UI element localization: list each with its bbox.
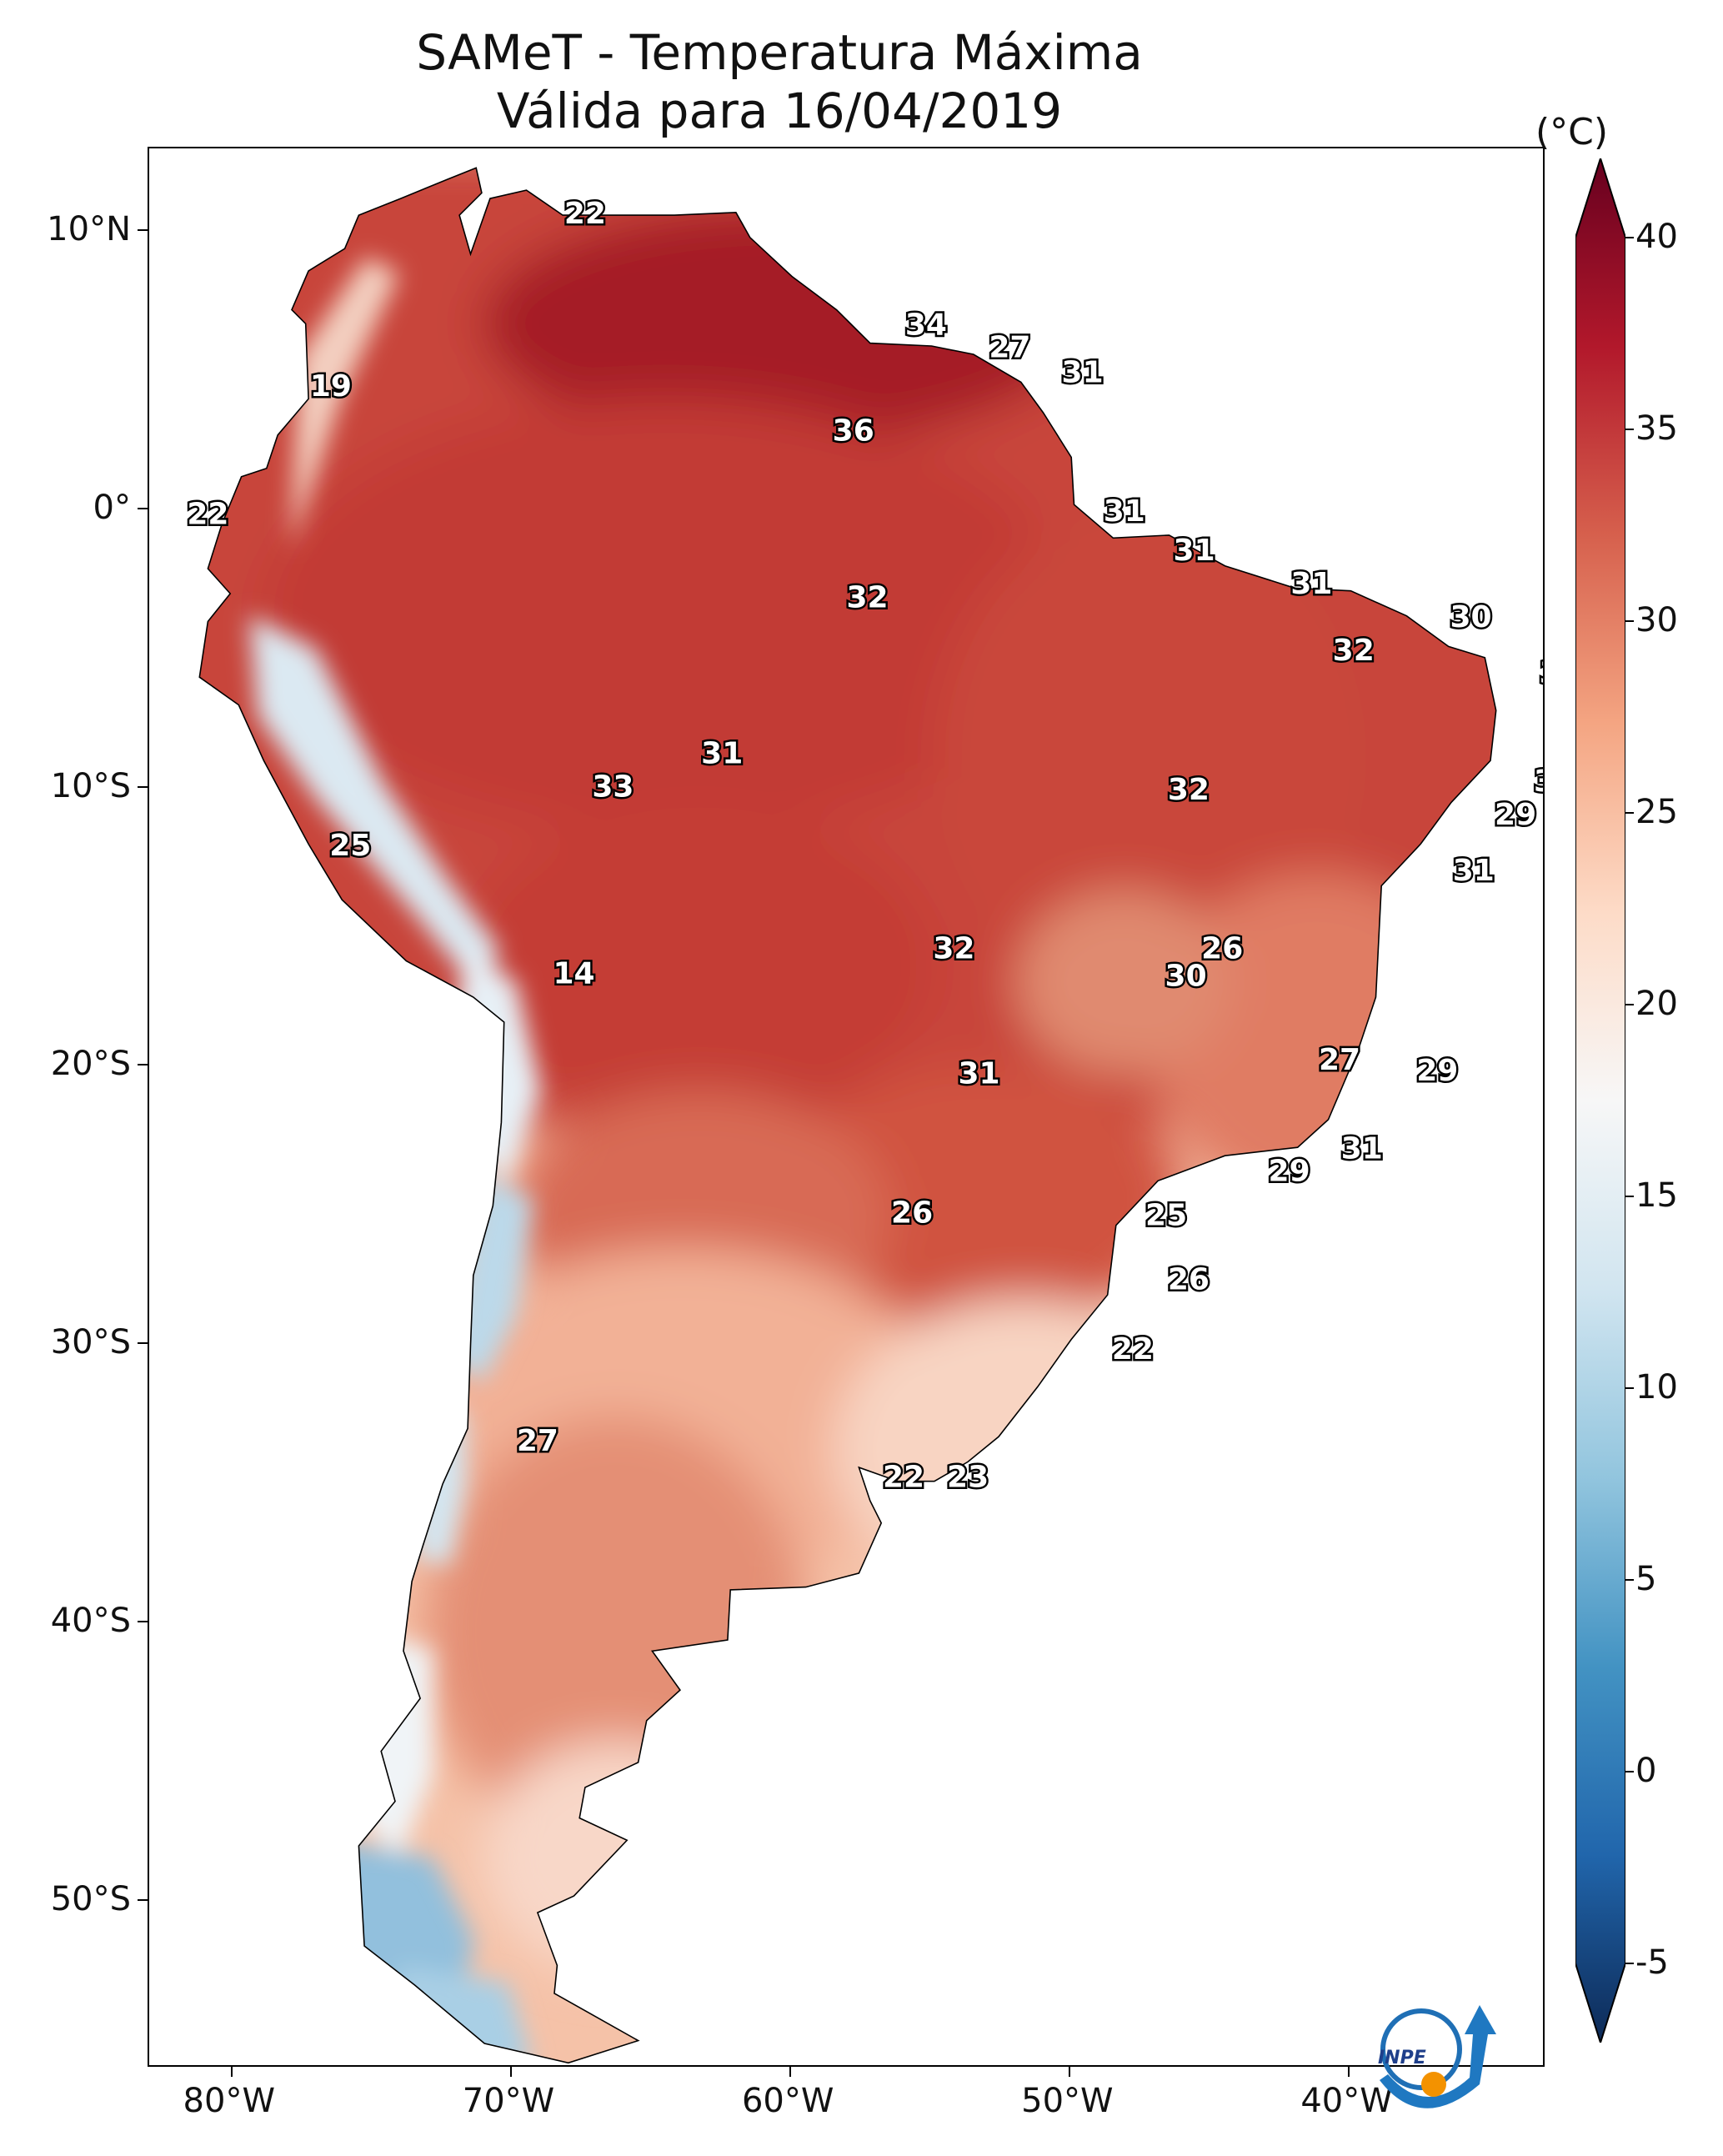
temperature-label: 29 bbox=[1269, 1154, 1310, 1188]
colorbar-tick-mark bbox=[1625, 237, 1634, 238]
temperature-label: 31 bbox=[1341, 1132, 1383, 1166]
temperature-label: 32 bbox=[846, 581, 888, 615]
coastline bbox=[198, 167, 1497, 2064]
temperature-label: 23 bbox=[947, 1460, 989, 1494]
colorbar-tick-label: 30 bbox=[1635, 601, 1678, 639]
map-frame: 2234273119362231313132303231323231333232… bbox=[148, 147, 1545, 2067]
x-tick-label: 50°W bbox=[1021, 2082, 1114, 2120]
temperature-label: 31 bbox=[1540, 656, 1545, 690]
x-tick-label: 70°W bbox=[462, 2082, 555, 2120]
y-tick-label: 50°S bbox=[50, 1879, 131, 1918]
inpe-logo-text: INPE bbox=[1378, 2048, 1426, 2068]
temperature-label: 14 bbox=[553, 956, 594, 990]
colorbar-tick-label: 35 bbox=[1635, 409, 1678, 448]
temperature-label: 22 bbox=[187, 498, 228, 532]
colorbar-tick-label: 10 bbox=[1635, 1368, 1678, 1406]
temperature-map: 2234273119362231313132303231323231333232… bbox=[185, 167, 1545, 2064]
colorbar-tick-mark bbox=[1625, 1004, 1634, 1005]
colorbar bbox=[1575, 158, 1625, 2043]
colorbar-tick-label: 5 bbox=[1635, 1560, 1657, 1598]
x-tick-mark bbox=[789, 2067, 791, 2077]
x-tick-label: 80°W bbox=[183, 2082, 275, 2120]
y-tick-mark bbox=[138, 1064, 148, 1066]
colorbar-tick-mark bbox=[1625, 1963, 1634, 1964]
temperature-label: 33 bbox=[592, 770, 634, 805]
temperature-label: 31 bbox=[958, 1056, 999, 1091]
temperature-label: 26 bbox=[891, 1196, 933, 1230]
colorbar-tick-label: -5 bbox=[1635, 1943, 1669, 1982]
temperature-label: 32 bbox=[933, 931, 974, 965]
temperature-label: 36 bbox=[833, 414, 874, 448]
colorbar-tick-label: 40 bbox=[1635, 218, 1678, 256]
temperature-label: 32 bbox=[1534, 765, 1545, 799]
colorbar-tick-label: 0 bbox=[1635, 1752, 1657, 1790]
y-tick-mark bbox=[138, 1620, 148, 1622]
colorbar-tick-mark bbox=[1625, 429, 1634, 430]
x-tick-label: 40°W bbox=[1300, 2082, 1393, 2120]
x-tick-mark bbox=[509, 2067, 512, 2077]
colorbar-tick-mark bbox=[1625, 812, 1634, 814]
colorbar-tick-label: 20 bbox=[1635, 985, 1678, 1023]
temperature-label: 31 bbox=[1290, 567, 1332, 601]
temperature-label: 25 bbox=[329, 829, 371, 863]
colorbar-tick-label: 25 bbox=[1635, 793, 1678, 831]
temperature-label: 29 bbox=[1416, 1054, 1458, 1088]
temperature-label: 31 bbox=[1174, 534, 1215, 568]
y-tick-mark bbox=[138, 229, 148, 232]
temperature-label: 31 bbox=[1062, 355, 1104, 389]
temperature-label: 31 bbox=[1453, 854, 1495, 888]
y-tick-mark bbox=[138, 785, 148, 788]
colorbar-tick-label: 15 bbox=[1635, 1176, 1678, 1215]
colorbar-tick-mark bbox=[1625, 1771, 1634, 1772]
temperature-label: 27 bbox=[989, 330, 1030, 364]
temperature-label: 34 bbox=[905, 308, 947, 343]
y-tick-label: 10°S bbox=[50, 766, 131, 805]
temperature-label: 22 bbox=[1112, 1332, 1154, 1366]
inpe-logo: INPE bbox=[1378, 2005, 1496, 2108]
y-tick-mark bbox=[138, 1342, 148, 1345]
temperature-label: 26 bbox=[1201, 931, 1243, 965]
temperature-label: 27 bbox=[1319, 1043, 1360, 1077]
y-tick-mark bbox=[138, 507, 148, 509]
map-title: SAMeT - Temperatura Máxima bbox=[416, 24, 1143, 81]
colorbar-tick-mark bbox=[1625, 1196, 1634, 1197]
temperature-label: 19 bbox=[310, 369, 352, 404]
y-tick-mark bbox=[138, 1898, 148, 1901]
temperature-label: 32 bbox=[1333, 634, 1375, 668]
temperature-labels: 2234273119362231313132303231323231333232… bbox=[185, 195, 1545, 1497]
colorbar-unit: (°C) bbox=[1535, 111, 1609, 153]
temperature-label: 31 bbox=[701, 737, 743, 771]
temperature-label: 32 bbox=[1168, 773, 1210, 807]
colorbar-tick-mark bbox=[1625, 1387, 1634, 1389]
temperature-label: 22 bbox=[564, 197, 606, 231]
temperature-label: 27 bbox=[517, 1424, 558, 1458]
colorbar-tick-mark bbox=[1625, 620, 1634, 622]
y-tick-label: 40°S bbox=[50, 1601, 131, 1640]
y-tick-label: 10°N bbox=[47, 210, 131, 249]
map-subtitle: Válida para 16/04/2019 bbox=[496, 83, 1063, 139]
y-tick-label: 30°S bbox=[50, 1323, 131, 1362]
x-tick-mark bbox=[1069, 2067, 1071, 2077]
temperature-label: 26 bbox=[1168, 1262, 1210, 1296]
temperature-label: 31 bbox=[1104, 494, 1145, 529]
y-tick-label: 20°S bbox=[50, 1045, 131, 1084]
x-tick-mark bbox=[230, 2067, 233, 2077]
temperature-label: 22 bbox=[883, 1460, 924, 1494]
x-tick-mark bbox=[1348, 2067, 1350, 2077]
temperature-label: 25 bbox=[1145, 1199, 1187, 1233]
temperature-label: 30 bbox=[1165, 960, 1207, 994]
colorbar-tick-mark bbox=[1625, 1579, 1634, 1581]
x-tick-label: 60°W bbox=[741, 2082, 834, 2120]
temperature-label: 30 bbox=[1450, 600, 1491, 634]
temperature-label: 29 bbox=[1495, 798, 1536, 832]
y-tick-label: 0° bbox=[93, 488, 131, 527]
